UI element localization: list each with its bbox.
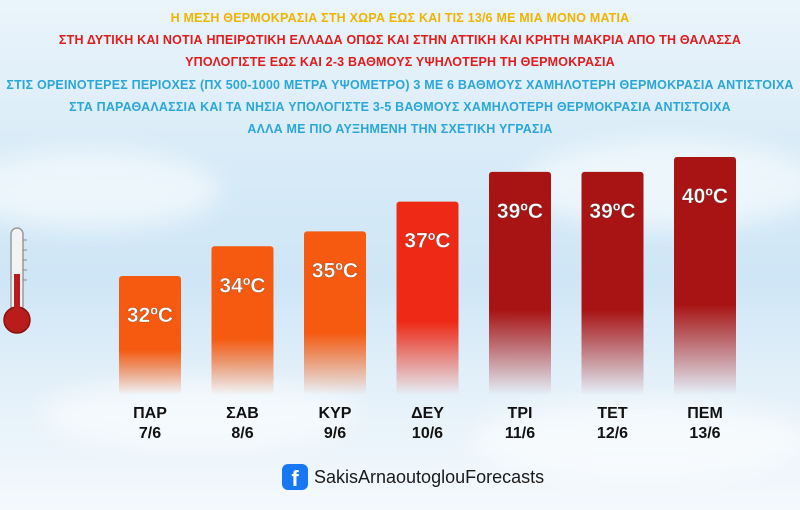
temperature-value-label: 40ºC <box>682 185 728 208</box>
temperature-bar <box>489 171 551 395</box>
thermometer-icon <box>3 227 31 334</box>
temperature-bar <box>304 231 366 395</box>
day-label: ΚΥΡ <box>319 405 352 422</box>
temperature-value-label: 35ºC <box>312 259 358 282</box>
temperature-bar <box>211 246 274 395</box>
headline-2: ΣΤΗ ΔΥΤΙΚΗ ΚΑΙ ΝΟΤΙΑ ΗΠΕΙΡΩΤΙΚΗ ΕΛΛΑΔΑ Ο… <box>58 33 742 47</box>
day-label: ΠΕΜ <box>687 405 723 422</box>
headline-1: Η ΜΕΣΗ ΘΕΡΜΟΚΡΑΣΙΑ ΣΤΗ ΧΩΡΑ ΕΩΣ ΚΑΙ ΤΙΣ … <box>170 11 630 25</box>
headline-6: ΑΛΛΑ ΜΕ ΠΙΟ ΑΥΞΗΜΕΝΗ ΤΗΝ ΣΧΕΤΙΚΗ ΥΓΡΑΣΙΑ <box>247 122 553 136</box>
cloud-decoration <box>470 400 800 480</box>
date-label: 11/6 <box>505 425 535 442</box>
temperature-value-label: 32ºC <box>127 304 173 327</box>
day-label: ΣΑΒ <box>226 405 259 422</box>
day-label: ΠΑΡ <box>133 405 167 422</box>
date-label: 8/6 <box>231 425 253 442</box>
facebook-icon[interactable]: f <box>282 464 308 490</box>
date-label: 12/6 <box>597 425 628 442</box>
facebook-page-name[interactable]: SakisArnaoutoglouForecasts <box>314 466 545 487</box>
date-label: 10/6 <box>412 425 443 442</box>
temperature-value-label: 39ºC <box>589 200 635 223</box>
temperature-bar <box>581 171 644 395</box>
day-label: ΤΡΙ <box>508 405 533 422</box>
temperature-value-label: 37ºC <box>404 230 450 253</box>
temperature-bar <box>674 157 736 395</box>
date-label: 9/6 <box>324 425 346 442</box>
footer-credit: f SakisArnaoutoglouForecasts <box>282 462 544 492</box>
temperature-value-label: 34ºC <box>219 274 265 297</box>
day-label: ΔΕΥ <box>411 405 444 422</box>
temperature-bar <box>396 201 459 395</box>
temperature-value-label: 39ºC <box>497 200 543 223</box>
day-label: ΤΕΤ <box>597 405 627 422</box>
cloud-decoration <box>520 140 800 230</box>
date-label: 7/6 <box>139 425 161 442</box>
temperature-bar <box>119 276 181 395</box>
date-label: 13/6 <box>689 425 720 442</box>
cloud-decoration <box>0 150 220 230</box>
headline-5: ΣΤΑ ΠΑΡΑΘΑΛΑΣΣΙΑ ΚΑΙ ΤΑ ΝΗΣΙΑ ΥΠΟΛΟΓΙΣΤΕ… <box>69 100 731 114</box>
headline-4: ΣΤΙΣ ΟΡΕΙΝΟΤΕΡΕΣ ΠΕΡΙΟΧΕΣ (ΠΧ 500-1000 Μ… <box>6 78 794 92</box>
headline-3: ΥΠΟΛΟΓΙΣΤΕ ΕΩΣ ΚΑΙ 2-3 ΒΑΘΜΟΥΣ ΥΨΗΛΟΤΕΡΗ… <box>185 55 615 69</box>
